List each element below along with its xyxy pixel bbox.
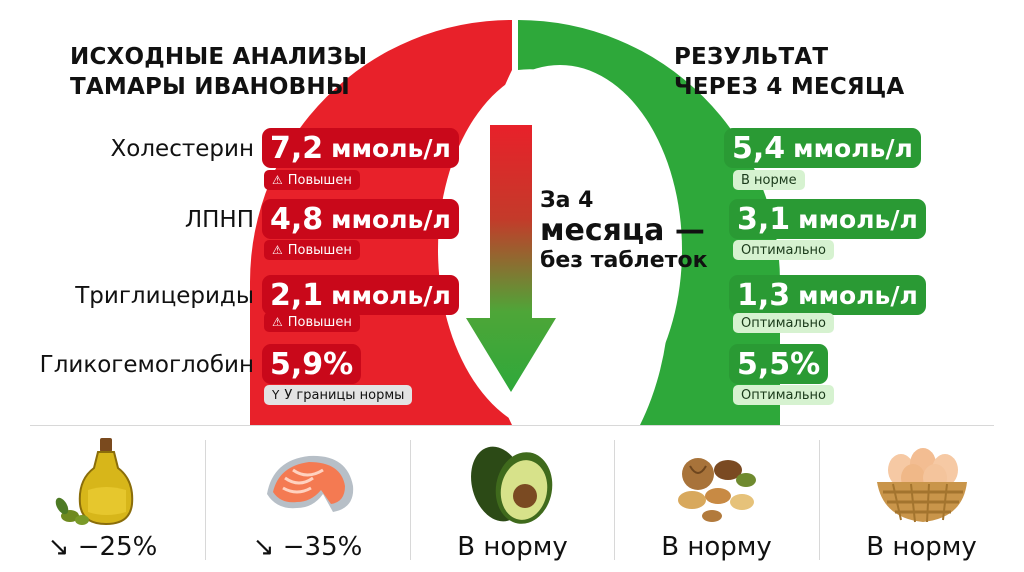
before-note-ldl: ⚠ Повышен <box>264 240 360 260</box>
left-title: ИСХОДНЫЕ АНАЛИЗЫ ТАМАРЫ ИВАНОВНЫ <box>70 44 368 100</box>
metric-name-ldl: ЛПНП <box>184 207 254 233</box>
nuts-icon <box>677 458 756 522</box>
food-label: В норму <box>661 532 772 562</box>
bottom-divider <box>30 425 994 426</box>
column-divider <box>819 440 820 560</box>
right-title: РЕЗУЛЬТАТ ЧЕРЕЗ 4 МЕСЯЦА <box>674 44 905 100</box>
food-label: В норму <box>866 532 977 562</box>
metric-name-triglycerides: Триглицериды <box>75 283 254 309</box>
salmon-steak-icon <box>266 455 353 512</box>
metric-name-hba1c: Гликогемоглобин <box>39 352 254 378</box>
column-divider <box>205 440 206 560</box>
after-note-hba1c: Оптимально <box>733 385 834 405</box>
after-value-hba1c: 5,5% <box>729 344 829 384</box>
before-value-cholesterol: 7,2 ммоль/л <box>262 128 459 168</box>
after-value-ldl: 3,1 ммоль/л <box>729 199 926 239</box>
column-divider <box>614 440 615 560</box>
before-note-triglycerides: ⚠ Повышен <box>264 312 360 332</box>
warning-icon: ⚠ <box>272 243 283 257</box>
down-arrow <box>466 125 556 392</box>
after-note-ldl: Оптимально <box>733 240 834 260</box>
before-value-triglycerides: 2,1 ммоль/л <box>262 275 459 315</box>
food-nuts: В норму <box>614 428 819 572</box>
after-note-cholesterol: В норме <box>733 170 805 190</box>
food-label: В норму <box>457 532 568 562</box>
before-value-ldl: 4,8 ммоль/л <box>262 199 459 239</box>
food-olive-oil: ↘ −25% <box>0 428 205 572</box>
food-label: ↘ −25% <box>47 532 158 562</box>
avocado-icon <box>470 446 552 524</box>
green-half-ring <box>518 20 780 425</box>
after-note-triglycerides: Оптимально <box>733 313 834 333</box>
warning-icon: ⚠ <box>272 173 283 187</box>
center-caption: За 4 месяца — без таблеток <box>540 188 708 273</box>
column-divider <box>410 440 411 560</box>
borderline-icon: Y <box>272 388 280 402</box>
olive-oil-icon <box>55 438 133 526</box>
metric-name-cholesterol: Холестерин <box>110 136 254 162</box>
after-value-triglycerides: 1,3 ммоль/л <box>729 275 926 315</box>
food-eggs: В норму <box>819 428 1024 572</box>
before-value-hba1c: 5,9% <box>262 344 362 384</box>
food-avocado: В норму <box>410 428 615 572</box>
before-note-cholesterol: ⚠ Повышен <box>264 170 360 190</box>
eggs-basket-icon <box>876 448 967 523</box>
food-salmon: ↘ −35% <box>205 428 410 572</box>
warning-icon: ⚠ <box>272 315 283 329</box>
food-label: ↘ −35% <box>252 532 363 562</box>
after-value-cholesterol: 5,4 ммоль/л <box>724 128 921 168</box>
